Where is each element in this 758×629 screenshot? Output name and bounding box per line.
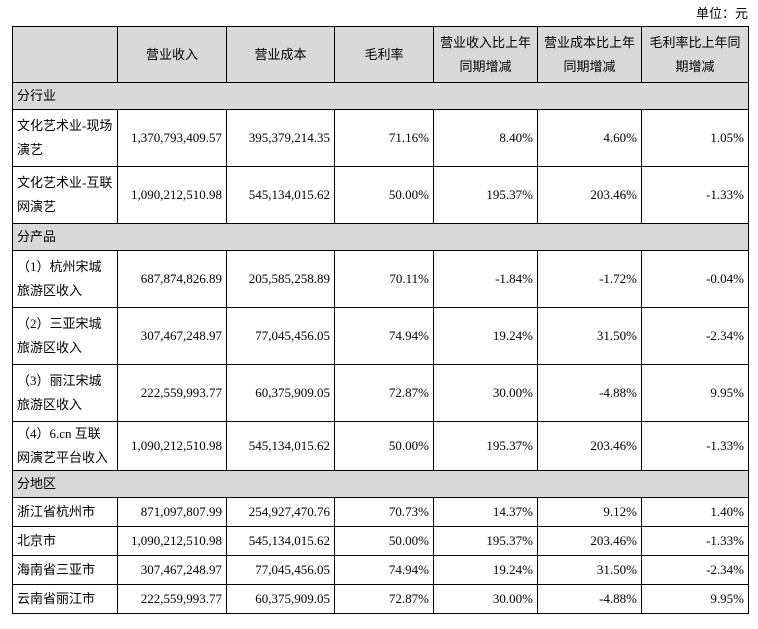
cell-value: 222,559,993.77 xyxy=(117,364,227,422)
cell-value: 9.95% xyxy=(641,584,749,614)
cell-value: 545,134,015.62 xyxy=(226,526,335,556)
cell-value: 687,874,826.89 xyxy=(117,250,227,308)
data-row: 云南省丽江市 222,559,993.77 60,375,909.05 72.87% 3… xyxy=(12,584,749,614)
cell-value: 203.46% xyxy=(537,166,642,224)
row-label: （1）杭州宋城旅游区收入 xyxy=(12,250,118,308)
cell-value: 1,090,212,510.98 xyxy=(117,526,227,556)
cell-value: 72.87% xyxy=(334,584,434,614)
row-label: （4）6.cn 互联网演艺平台收入 xyxy=(12,421,118,471)
cell-value: 9.95% xyxy=(641,364,749,422)
row-label: （3）丽江宋城旅游区收入 xyxy=(12,364,118,422)
row-label: 北京市 xyxy=(12,526,118,556)
data-row: （4）6.cn 互联网演艺平台收入 1,090,212,510.98 545,134… xyxy=(12,421,749,471)
row-label: 海南省三亚市 xyxy=(12,555,118,585)
cell-value: 74.94% xyxy=(334,307,434,365)
cell-value: 195.37% xyxy=(433,166,538,224)
cell-value: 545,134,015.62 xyxy=(226,421,335,471)
data-row: （3）丽江宋城旅游区收入 222,559,993.77 60,375,909.05 7… xyxy=(12,364,749,422)
cell-value: 60,375,909.05 xyxy=(226,364,335,422)
cell-value: 50.00% xyxy=(334,526,434,556)
header-cell xyxy=(12,26,118,83)
cell-value: -1.33% xyxy=(641,166,749,224)
cell-value: 60,375,909.05 xyxy=(226,584,335,614)
cell-value: 19.24% xyxy=(433,555,538,585)
header-cell: 毛利率比上年同期增减 xyxy=(641,26,749,83)
cell-value: 545,134,015.62 xyxy=(226,166,335,224)
cell-value: 9.12% xyxy=(537,497,642,527)
cell-value: -1.84% xyxy=(433,250,538,308)
cell-value: 30.00% xyxy=(433,364,538,422)
row-label: 文化艺术业-现场演艺 xyxy=(12,109,118,167)
cell-value: 4.60% xyxy=(537,109,642,167)
cell-value: 1,090,212,510.98 xyxy=(117,421,227,471)
header-row: 营业收入 营业成本 毛利率 营业收入比上年同期增减 营业成本比上年同期增减 毛利率比上年同… xyxy=(12,26,749,83)
cell-value: 203.46% xyxy=(537,526,642,556)
cell-value: 1.40% xyxy=(641,497,749,527)
cell-value: 222,559,993.77 xyxy=(117,584,227,614)
cell-value: -1.33% xyxy=(641,526,749,556)
data-row: （1）杭州宋城旅游区收入 687,874,826.89 205,585,258.89… xyxy=(12,250,749,308)
cell-value: 195.37% xyxy=(433,421,538,471)
section-row: 分产品 xyxy=(12,223,749,251)
cell-value: 195.37% xyxy=(433,526,538,556)
row-label: 文化艺术业-互联网演艺 xyxy=(12,166,118,224)
header-cell: 营业成本 xyxy=(226,26,335,83)
cell-value: 72.87% xyxy=(334,364,434,422)
data-row: 文化艺术业-现场演艺 1,370,793,409.57 395,379,214.35… xyxy=(12,109,749,167)
cell-value: 70.73% xyxy=(334,497,434,527)
cell-value: 74.94% xyxy=(334,555,434,585)
section-row: 分行业 xyxy=(12,82,749,110)
cell-value: 50.00% xyxy=(334,421,434,471)
data-row: 海南省三亚市 307,467,248.97 77,045,456.05 74.94% 1… xyxy=(12,555,749,585)
data-table: 营业收入 营业成本 毛利率 营业收入比上年同期增减 营业成本比上年同期增减 毛利率比上年同… xyxy=(12,26,749,614)
section-title: 分地区 xyxy=(12,470,749,498)
cell-value: 205,585,258.89 xyxy=(226,250,335,308)
cell-value: -0.04% xyxy=(641,250,749,308)
row-label: （2）三亚宋城旅游区收入 xyxy=(12,307,118,365)
cell-value: 71.16% xyxy=(334,109,434,167)
cell-value: -2.34% xyxy=(641,555,749,585)
header-cell: 营业收入 xyxy=(117,26,227,83)
cell-value: -1.72% xyxy=(537,250,642,308)
cell-value: 50.00% xyxy=(334,166,434,224)
cell-value: 70.11% xyxy=(334,250,434,308)
cell-value: 19.24% xyxy=(433,307,538,365)
data-row: 文化艺术业-互联网演艺 1,090,212,510.98 545,134,015.6… xyxy=(12,166,749,224)
section-title: 分行业 xyxy=(12,82,749,110)
cell-value: -2.34% xyxy=(641,307,749,365)
cell-value: 307,467,248.97 xyxy=(117,307,227,365)
data-row: （2）三亚宋城旅游区收入 307,467,248.97 77,045,456.05 7… xyxy=(12,307,749,365)
cell-value: 77,045,456.05 xyxy=(226,555,335,585)
row-label: 云南省丽江市 xyxy=(12,584,118,614)
row-label: 浙江省杭州市 xyxy=(12,497,118,527)
cell-value: 871,097,807.99 xyxy=(117,497,227,527)
cell-value: 1,370,793,409.57 xyxy=(117,109,227,167)
section-row: 分地区 xyxy=(12,470,749,498)
cell-value: -1.33% xyxy=(641,421,749,471)
header-cell: 营业收入比上年同期增减 xyxy=(433,26,538,83)
header-cell: 毛利率 xyxy=(334,26,434,83)
cell-value: 254,927,470.76 xyxy=(226,497,335,527)
cell-value: 14.37% xyxy=(433,497,538,527)
cell-value: 30.00% xyxy=(433,584,538,614)
cell-value: -4.88% xyxy=(537,584,642,614)
cell-value: 1.05% xyxy=(641,109,749,167)
data-row: 浙江省杭州市 871,097,807.99 254,927,470.76 70.73%… xyxy=(12,497,749,527)
cell-value: 395,379,214.35 xyxy=(226,109,335,167)
cell-value: 77,045,456.05 xyxy=(226,307,335,365)
cell-value: 31.50% xyxy=(537,555,642,585)
unit-label: 单位：元 xyxy=(695,6,748,21)
cell-value: 307,467,248.97 xyxy=(117,555,227,585)
cell-value: -4.88% xyxy=(537,364,642,422)
section-title: 分产品 xyxy=(12,223,749,251)
cell-value: 31.50% xyxy=(537,307,642,365)
data-row: 北京市 1,090,212,510.98 545,134,015.62 50.00% 1… xyxy=(12,526,749,556)
cell-value: 1,090,212,510.98 xyxy=(117,166,227,224)
cell-value: 8.40% xyxy=(433,109,538,167)
header-cell: 营业成本比上年同期增减 xyxy=(537,26,642,83)
cell-value: 203.46% xyxy=(537,421,642,471)
